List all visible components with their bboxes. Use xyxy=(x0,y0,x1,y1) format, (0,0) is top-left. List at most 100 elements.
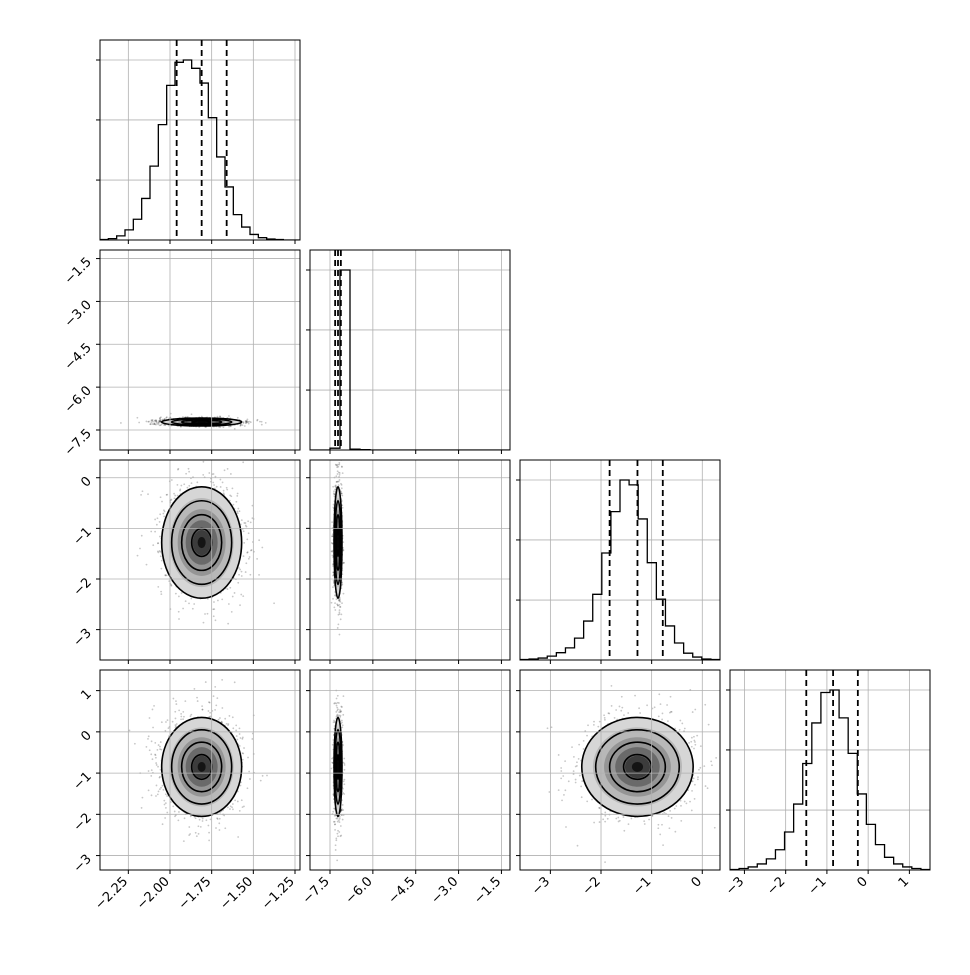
sample-point xyxy=(233,681,236,684)
sample-point xyxy=(336,859,339,862)
sample-point xyxy=(165,574,168,577)
sample-point xyxy=(608,712,611,715)
density-contour xyxy=(160,486,243,600)
sample-point xyxy=(339,711,342,713)
sample-point xyxy=(338,817,341,820)
sample-point xyxy=(606,817,609,820)
sample-point xyxy=(661,712,664,715)
sample-point xyxy=(188,826,191,828)
sample-point xyxy=(221,598,224,601)
sample-point xyxy=(336,694,339,697)
density-contour xyxy=(160,716,243,818)
sample-point xyxy=(246,787,249,790)
sample-point xyxy=(174,710,177,713)
sample-point xyxy=(598,807,601,810)
sample-point xyxy=(193,603,196,605)
sample-point xyxy=(153,423,156,426)
sample-point xyxy=(337,598,340,601)
sample-point xyxy=(246,551,249,554)
sample-point xyxy=(182,718,184,721)
sample-point xyxy=(189,833,192,835)
sample-point xyxy=(697,776,699,779)
sample-point xyxy=(159,555,162,558)
sample-point xyxy=(563,794,565,796)
sample-point xyxy=(214,685,217,688)
sample-point xyxy=(339,714,342,717)
sample-point xyxy=(189,715,192,718)
sample-point xyxy=(238,809,241,812)
sample-point xyxy=(678,728,681,731)
sample-point xyxy=(156,422,158,425)
sample-point xyxy=(152,423,155,426)
sample-point xyxy=(209,711,212,714)
sample-point xyxy=(668,827,671,830)
sample-point xyxy=(236,800,239,803)
sample-point xyxy=(620,695,623,698)
sample-point xyxy=(251,517,254,519)
sample-point xyxy=(219,415,222,418)
sample-point xyxy=(229,586,232,589)
sample-point xyxy=(693,739,696,742)
sample-point xyxy=(338,479,341,481)
sample-point xyxy=(246,418,249,421)
y-tick-label: 0 xyxy=(78,728,94,744)
sample-point xyxy=(256,419,259,422)
sample-point xyxy=(157,542,160,545)
sample-point xyxy=(151,423,154,425)
sample-point xyxy=(582,739,585,742)
sample-point xyxy=(196,700,199,702)
sample-point xyxy=(231,806,233,809)
panel-frame xyxy=(99,459,301,661)
sample-point xyxy=(330,541,333,544)
sample-point xyxy=(155,419,158,422)
pair-panel-0-1 xyxy=(120,412,267,430)
sample-point xyxy=(240,519,243,522)
sample-point xyxy=(337,819,340,822)
sample-point xyxy=(236,416,239,419)
sample-point xyxy=(163,510,166,513)
sample-point xyxy=(236,512,239,515)
sample-point xyxy=(331,743,334,746)
sample-point xyxy=(330,767,333,770)
sample-point xyxy=(336,820,339,823)
sample-point xyxy=(679,719,682,722)
sample-point xyxy=(340,487,343,490)
sample-point xyxy=(264,421,267,424)
sample-point xyxy=(180,592,183,594)
sample-point xyxy=(155,420,158,423)
sample-point xyxy=(698,768,700,771)
sample-point xyxy=(340,710,343,713)
sample-point xyxy=(331,535,334,538)
y-tick-label: 0 xyxy=(78,474,94,490)
sample-point xyxy=(259,779,262,782)
sample-point xyxy=(331,521,334,524)
sample-point xyxy=(238,510,241,513)
sample-point xyxy=(333,719,335,722)
sample-point xyxy=(562,775,565,777)
sample-point xyxy=(158,420,161,422)
sample-point xyxy=(156,793,159,796)
sample-point xyxy=(618,705,621,708)
sample-point xyxy=(170,583,173,586)
sample-point xyxy=(224,717,227,720)
sample-point xyxy=(201,820,204,822)
sample-point xyxy=(175,703,178,705)
density-contour xyxy=(170,418,233,426)
sample-point xyxy=(336,480,338,483)
y-tick-label: −6.0 xyxy=(62,383,95,416)
sample-point xyxy=(187,467,190,470)
sample-point xyxy=(164,793,167,796)
x-tick-label: −7.5 xyxy=(300,874,333,907)
sample-point xyxy=(560,770,563,772)
histogram-step-line xyxy=(100,59,300,240)
y-tick-label: −7.5 xyxy=(62,426,95,459)
gridlines xyxy=(100,250,300,450)
sample-point xyxy=(338,613,341,615)
sample-point xyxy=(154,753,156,756)
sample-point xyxy=(618,819,621,822)
sample-point xyxy=(338,821,341,823)
sample-point xyxy=(201,708,204,711)
sample-point xyxy=(166,719,169,721)
sample-point xyxy=(337,465,340,468)
sample-point xyxy=(156,517,159,520)
